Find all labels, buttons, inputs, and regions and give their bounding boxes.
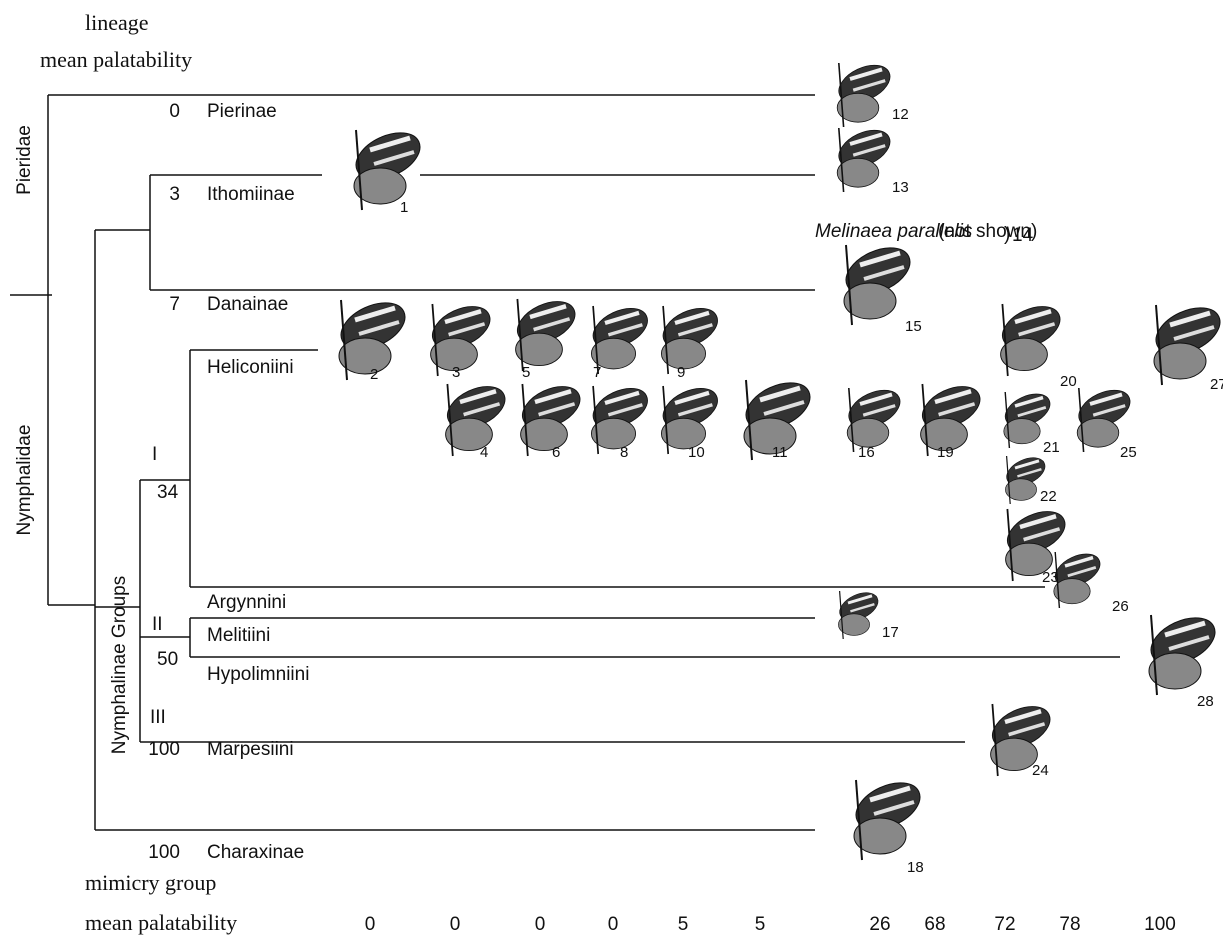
phylogeny-figure: lineage mean palatability Pieridae Nymph… xyxy=(0,0,1223,941)
group-numeral: I xyxy=(152,444,157,465)
specimen-number: 23 xyxy=(1042,569,1059,586)
family-label: Pieridae xyxy=(14,125,35,195)
butterfly-illustration xyxy=(511,293,582,371)
specimen-number: 19 xyxy=(937,444,954,461)
butterfly-illustration xyxy=(843,383,906,452)
lineage-name: Ithomiinae xyxy=(207,184,295,205)
palatability: 100 xyxy=(148,739,180,760)
specimen-number: 28 xyxy=(1197,693,1214,710)
specimen-number: 4 xyxy=(480,444,488,461)
specimen-number: 21 xyxy=(1043,439,1060,456)
specimen-number: 15 xyxy=(905,318,922,335)
butterfly-illustration xyxy=(833,58,896,127)
palatability: 7 xyxy=(169,294,180,315)
footer-line: mimicry group xyxy=(85,870,216,895)
specimen-number: 2 xyxy=(370,366,378,383)
tribe-name: Heliconiini xyxy=(207,357,294,378)
specimen-number: 14 xyxy=(1012,225,1034,246)
butterfly-illustration xyxy=(996,298,1067,376)
mimicry-palatability: 68 xyxy=(924,914,945,935)
specimen-number: 11 xyxy=(772,444,788,461)
mimicry-palatability: 0 xyxy=(450,914,461,935)
mimicry-palatability: 0 xyxy=(365,914,376,935)
header-line: mean palatability xyxy=(40,47,192,72)
mimicry-palatability: 5 xyxy=(755,914,766,935)
specimen-number: 5 xyxy=(522,364,530,381)
mimicry-palatability: 72 xyxy=(994,914,1015,935)
specimen-number: 18 xyxy=(907,859,924,876)
butterfly-illustration xyxy=(349,124,428,210)
specimen-number: 20 xyxy=(1060,373,1077,390)
palatability: 100 xyxy=(148,842,180,863)
specimen-number: 16 xyxy=(858,444,875,461)
butterfly-illustration xyxy=(833,123,896,192)
specimen-number: 3 xyxy=(452,364,460,381)
mimicry-palatability: 0 xyxy=(608,914,619,935)
specimen-number: 25 xyxy=(1120,444,1137,461)
group-numeral: II xyxy=(152,614,163,635)
specimen-number: 8 xyxy=(620,444,628,461)
specimen-number: 27 xyxy=(1210,376,1223,393)
butterfly-illustration xyxy=(849,774,928,860)
butterfly-illustration xyxy=(657,380,724,454)
specimen-number: 26 xyxy=(1112,598,1129,615)
group-axis-label: Nymphalinae Groups xyxy=(109,576,130,754)
butterfly-illustration xyxy=(657,300,724,374)
palatability: 0 xyxy=(169,101,180,122)
butterfly-illustration xyxy=(839,239,918,325)
specimen-number: 7 xyxy=(593,364,601,381)
palatability: 3 xyxy=(169,184,180,205)
palatability: 34 xyxy=(157,482,179,503)
butterfly-illustration xyxy=(587,300,654,374)
mimicry-palatability: 5 xyxy=(678,914,689,935)
lineage-name: Pierinae xyxy=(207,101,277,122)
footer-line: mean palatability xyxy=(85,910,237,935)
specimen-number: 1 xyxy=(400,199,408,216)
bracket: ) xyxy=(1004,224,1010,245)
butterfly-illustration xyxy=(587,380,654,454)
tribe-name: Marpesiini xyxy=(207,739,294,760)
specimen-number: 6 xyxy=(552,444,560,461)
mimicry-palatability: 100 xyxy=(1144,914,1176,935)
specimen-number: 17 xyxy=(882,624,899,641)
tribe-name: Hypolimniini xyxy=(207,664,309,685)
palatability: 50 xyxy=(157,649,178,670)
specimen-number: 10 xyxy=(688,444,705,461)
butterfly-illustration xyxy=(1144,609,1223,695)
butterfly-illustration xyxy=(1149,299,1223,385)
lineage-name: Danainae xyxy=(207,294,288,315)
mimicry-palatability: 78 xyxy=(1059,914,1080,935)
tribe-name: Argynnini xyxy=(207,592,286,613)
group-numeral: III xyxy=(150,707,166,728)
butterfly-illustration xyxy=(426,298,497,376)
specimen-number: 9 xyxy=(677,364,685,381)
lineage-name: Charaxinae xyxy=(207,842,304,863)
header-line: lineage xyxy=(85,10,149,35)
family-label: Nymphalidae xyxy=(14,425,35,536)
mimicry-palatability: 0 xyxy=(535,914,546,935)
butterfly-illustration xyxy=(835,587,882,639)
specimen-number: 13 xyxy=(892,179,909,196)
specimen-number: 24 xyxy=(1032,762,1049,779)
mimicry-palatability: 26 xyxy=(869,914,890,935)
tree xyxy=(10,95,1120,830)
specimen-number: 12 xyxy=(892,106,909,123)
butterfly-illustration xyxy=(1073,383,1136,452)
specimen-number: 22 xyxy=(1040,488,1057,505)
butterfly-illustration xyxy=(441,378,512,456)
tribe-name: Melitiini xyxy=(207,625,270,646)
